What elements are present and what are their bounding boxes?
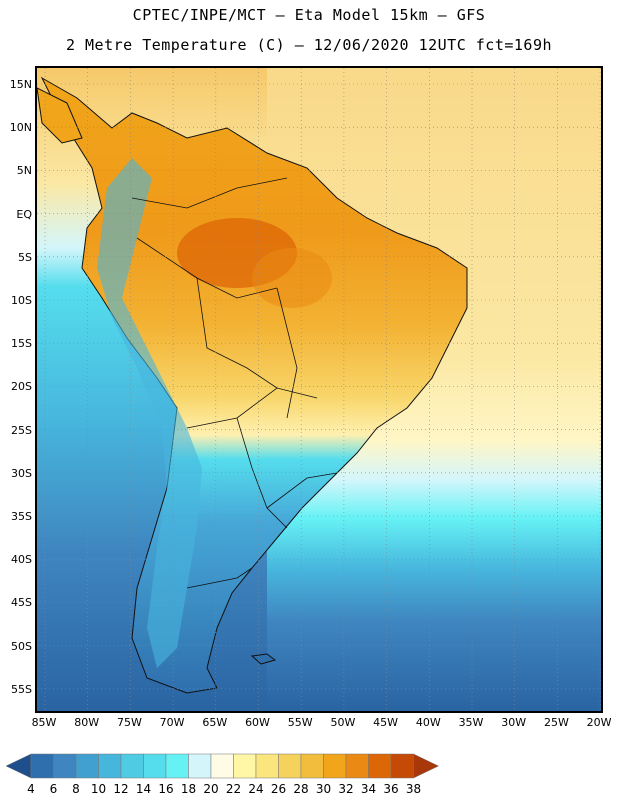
lon-label: 70W [159, 716, 185, 729]
central-america-land [37, 87, 83, 144]
colorbar-swatch [390, 753, 414, 779]
colorbar-label: 32 [338, 782, 354, 796]
lon-label: 25W [543, 716, 569, 729]
colorbar-swatch [188, 753, 212, 779]
lon-label: 55W [287, 716, 313, 729]
colorbar-swatch [210, 753, 234, 779]
chart-title-line2: 2 Metre Temperature (C) – 12/06/2020 12U… [65, 36, 553, 54]
lon-label: 60W [245, 716, 270, 729]
andes-cool-region [97, 158, 202, 668]
colorbar-label: 4 [27, 782, 35, 796]
lat-label: EQ [16, 207, 32, 221]
central-brazil-warm-region [252, 248, 332, 308]
colorbar-label: 38 [405, 782, 422, 796]
lon-label: 45W [373, 716, 399, 729]
lat-label: 15N [9, 78, 32, 91]
colorbar-swatch [120, 753, 144, 779]
lat-label: 25S [11, 423, 32, 437]
country-borders [131, 177, 338, 589]
colorbar-swatch [98, 753, 122, 779]
lat-label: 20S [11, 380, 32, 394]
colorbar-swatch [75, 753, 99, 779]
colorbar-label: 36 [383, 782, 399, 796]
lon-label: 30W [501, 716, 527, 729]
colorbar-swatch [300, 753, 324, 779]
lat-label: 10N [9, 121, 32, 135]
lon-label: 85W [31, 716, 57, 729]
colorbar-swatch [255, 753, 279, 779]
map-canvas [37, 68, 601, 711]
lat-label: 10S [11, 294, 32, 307]
lon-label: 50W [330, 716, 356, 729]
colorbar-arrow-low [6, 753, 32, 779]
lon-label: 80W [74, 716, 100, 729]
lat-label: 15S [11, 337, 32, 351]
colorbar-swatch [53, 753, 77, 779]
colorbar-swatch [30, 753, 54, 779]
colorbar-label: 20 [203, 782, 219, 796]
colorbar-label: 18 [180, 782, 197, 796]
chart-title-line1: CPTEC/INPE/MCT – Eta Model 15km – GFS [132, 6, 486, 24]
colorbar-label: 12 [113, 782, 129, 796]
lat-label: 50S [11, 639, 32, 653]
lat-label: 35S [11, 510, 32, 523]
colorbar-swatch [323, 753, 347, 779]
falkland-islands [250, 653, 277, 665]
colorbar-label: 34 [360, 782, 377, 796]
lat-label: 5S [18, 250, 32, 264]
colorbar-swatch [233, 753, 257, 779]
colorbar-label: 24 [248, 782, 264, 796]
lat-label: 5N [16, 164, 32, 178]
lon-label: 35W [458, 716, 484, 729]
colorbar-label: 30 [315, 782, 332, 796]
lat-label: 40S [11, 553, 32, 567]
colorbar-label: 8 [72, 782, 80, 796]
colorbar-label: 6 [49, 782, 58, 796]
colorbar-swatch [368, 753, 392, 779]
lat-label: 45S [11, 596, 32, 610]
colorbar-swatch [278, 753, 302, 779]
lon-label: 75W [116, 716, 142, 729]
colorbar-swatch [143, 753, 167, 779]
lon-label: 40W [415, 716, 441, 729]
lon-label: 65W [202, 716, 228, 729]
colorbar-swatch [345, 753, 369, 779]
lat-label: 55S [11, 682, 32, 696]
colorbar-arrow-high [413, 753, 440, 779]
lat-label: 30S [11, 466, 32, 480]
colorbar-label: 14 [135, 782, 152, 796]
colorbar-label: 26 [270, 782, 287, 796]
colorbar-swatch [165, 753, 189, 779]
colorbar-label: 28 [293, 782, 309, 796]
temperature-map[interactable] [35, 66, 603, 713]
lon-label: 20W [586, 716, 612, 729]
colorbar-label: 16 [158, 782, 174, 796]
colorbar-label: 10 [90, 782, 107, 796]
colorbar-label: 22 [225, 782, 242, 796]
colorbar [6, 753, 440, 779]
